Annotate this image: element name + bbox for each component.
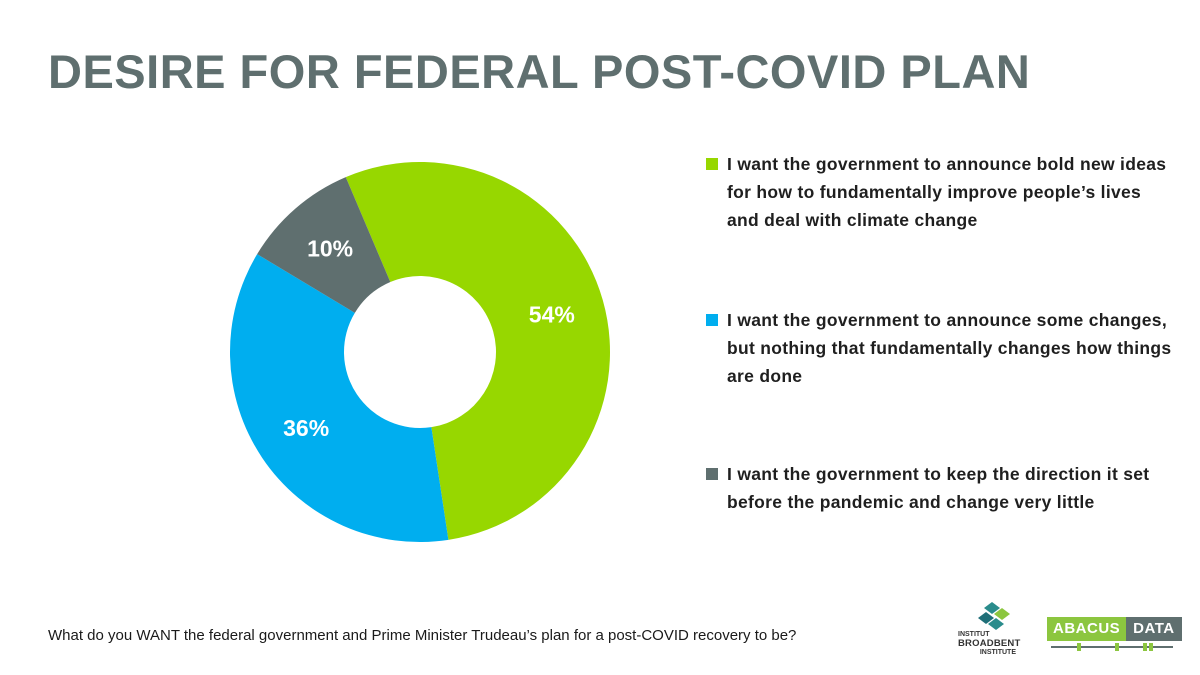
data-word: DATA xyxy=(1126,617,1182,641)
legend-label-bold-ideas: I want the government to announce bold n… xyxy=(727,154,1167,230)
broadbent-institute-logo: INSTITUT BROADBENT INSTITUTE xyxy=(958,602,1030,664)
survey-question: What do you WANT the federal government … xyxy=(48,627,797,644)
broadbent-word-institute: INSTITUTE xyxy=(979,649,1016,656)
donut-label-some-changes: 36% xyxy=(283,415,329,441)
broadbent-word-broadbent: BROADBENT xyxy=(958,638,1021,649)
legend-label-keep-direction: I want the government to keep the direct… xyxy=(727,464,1150,512)
broadbent-leaf-icon xyxy=(978,602,1010,630)
page-title: DESIRE FOR FEDERAL POST-COVID PLAN xyxy=(48,45,1031,98)
donut-label-keep-direction: 10% xyxy=(307,236,353,262)
donut-slice-bold-ideas xyxy=(345,162,610,540)
legend-item-bold-ideas: I want the government to announce bold n… xyxy=(706,150,1176,234)
abacus-data-logo: ABACUS DATA xyxy=(1047,617,1182,652)
donut-slice-keep-direction xyxy=(257,177,391,313)
legend-swatch-green xyxy=(706,158,718,170)
abacus-word: ABACUS xyxy=(1047,617,1127,641)
donut-label-bold-ideas: 54% xyxy=(529,302,575,328)
legend-item-keep-direction: I want the government to keep the direct… xyxy=(706,460,1176,516)
donut-chart-svg: 54% 36% 10% xyxy=(230,162,610,542)
donut-slice-some-changes xyxy=(230,254,449,542)
legend-swatch-gray xyxy=(706,468,718,480)
abacus-bar-icon xyxy=(1047,642,1177,652)
broadbent-wordmark: INSTITUT BROADBENT INSTITUTE xyxy=(958,630,1021,657)
legend-swatch-blue xyxy=(706,314,718,326)
donut-chart: 54% 36% 10% xyxy=(225,162,615,542)
broadbent-word-institut: INSTITUT xyxy=(958,631,990,638)
legend-item-some-changes: I want the government to announce some c… xyxy=(706,306,1176,390)
legend-label-some-changes: I want the government to announce some c… xyxy=(727,310,1172,386)
